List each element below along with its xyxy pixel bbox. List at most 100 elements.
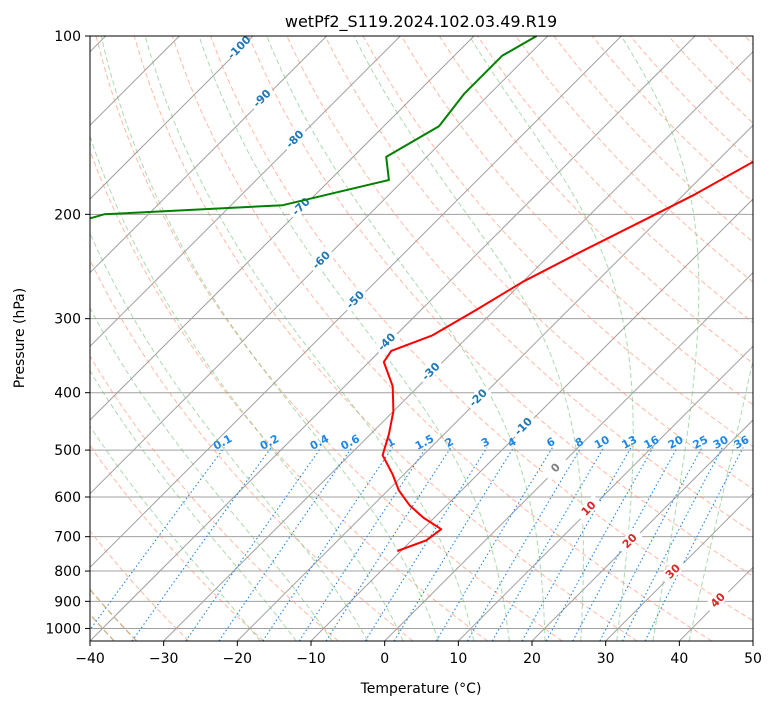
- moist-adiabat: [90, 231, 369, 641]
- y-axis-label: Pressure (hPa): [12, 288, 28, 388]
- isotherm-label-bg: [225, 36, 253, 61]
- isotherm-label-bg: [616, 527, 643, 555]
- isotherm-label-bg: [574, 494, 602, 522]
- isotherm-gridline: [752, 640, 753, 641]
- dry-adiabat: [210, 36, 753, 622]
- moist-adiabat: [688, 357, 753, 641]
- dry-adiabat: [438, 36, 753, 365]
- mixing-ratio-line: [218, 447, 353, 641]
- mixing-ratio-line: [262, 447, 393, 641]
- y-tick-label: 800: [54, 564, 81, 580]
- isotherm-label-bg: [541, 454, 569, 481]
- y-tick-label: 100: [54, 29, 81, 45]
- dry-adiabat: [133, 36, 638, 641]
- x-axis-label: Temperature (°C): [360, 681, 482, 697]
- mixing-ratio-line: [644, 447, 744, 641]
- background-lines: [90, 36, 753, 641]
- mixing-ratio-line: [599, 447, 703, 641]
- isotherm-gridline: [90, 36, 475, 421]
- x-tick-label: 0: [380, 651, 389, 667]
- moist-adiabat: [144, 36, 475, 641]
- dry-adiabat: [90, 530, 190, 641]
- isotherm-gridline: [90, 36, 549, 495]
- x-axis: −40 −30 −20 −10 0 10 20 30 40 50: [75, 641, 762, 667]
- mixing-ratio-line: [491, 447, 605, 641]
- mixing-ratio-label: 10: [592, 433, 612, 452]
- mixing-ratio-labels: 0.1 0.2 0.4 0.6 1 1.5 2 3 4 6 8 10 13 16 20 25 30 36: [211, 432, 752, 453]
- mixing-ratio-line: [364, 447, 488, 641]
- dry-adiabat: [515, 36, 753, 283]
- x-tick-label: −30: [149, 651, 179, 667]
- plot-frame: [89, 35, 754, 642]
- mixing-ratio-label: 30: [711, 433, 731, 452]
- dry-adiabat: [90, 444, 264, 641]
- isotherm-label-bg: [372, 328, 400, 356]
- y-tick-label: 200: [54, 207, 81, 223]
- moist-adiabat: [90, 425, 261, 641]
- mixing-ratio-label: 16: [642, 433, 662, 452]
- x-tick-label: 50: [744, 651, 762, 667]
- mixing-ratio-label: 25: [691, 433, 711, 452]
- mixing-ratio-line: [467, 447, 582, 641]
- y-tick-label: 600: [54, 490, 81, 506]
- isotherm-label-bg: [704, 586, 732, 614]
- isotherm-label-bg: [341, 286, 369, 313]
- x-tick-label: 20: [523, 651, 541, 667]
- profiles: [90, 36, 753, 552]
- mixing-ratio-line: [393, 447, 515, 641]
- x-tick-label: −20: [223, 651, 253, 667]
- isotherm-label-bg: [509, 412, 537, 440]
- temperature-profile-line: [381, 160, 753, 552]
- moist-adiabat: [90, 134, 404, 641]
- mixing-ratio-line: [298, 447, 427, 641]
- isotherm-gridline: [90, 36, 328, 274]
- dry-adiabat: [324, 36, 753, 490]
- y-tick-label: 900: [54, 594, 81, 610]
- lcl-curve: [90, 588, 138, 641]
- mixing-ratio-line: [325, 447, 452, 641]
- isotherm-label: 0: [541, 454, 569, 481]
- dry-adiabat: [248, 36, 753, 577]
- moist-adiabat: [90, 307, 333, 641]
- x-tick-label: 10: [449, 651, 467, 667]
- dry-adiabat: [95, 36, 563, 641]
- dry-adiabat: [400, 36, 753, 406]
- isotherm-label-bg: [281, 125, 309, 153]
- isotherm-gridline: [236, 124, 753, 641]
- isotherm-label-bg: [248, 84, 276, 112]
- dry-adiabat: [90, 355, 339, 641]
- x-tick-label: 40: [670, 651, 688, 667]
- isotherm-gridline: [163, 50, 753, 641]
- isotherm-label-bg: [659, 557, 687, 585]
- isotherm-gridline: [605, 492, 753, 641]
- mixing-ratio-line: [621, 447, 723, 641]
- isotherm-gridline: [457, 345, 753, 641]
- y-axis: 100 200 300 400 500 600 700 800 900 1000: [45, 29, 90, 637]
- dry-adiabat: [90, 258, 414, 641]
- mixing-ratio-label: 36: [732, 433, 752, 452]
- moist-adiabat: [100, 36, 439, 641]
- y-tick-label: 300: [54, 312, 81, 328]
- isotherm-gridline: [90, 36, 622, 569]
- isotherm-label-bg: [464, 384, 492, 412]
- y-tick-label: 700: [54, 530, 81, 546]
- x-tick-label: −40: [75, 651, 105, 667]
- dry-adiabat: [171, 36, 712, 641]
- isotherm-gridline: [384, 271, 753, 641]
- y-tick-label: 500: [54, 443, 81, 459]
- mixing-ratio-line: [90, 447, 225, 631]
- chart-title: wetPf2_S119.2024.102.03.49.R19: [285, 12, 557, 32]
- isotherm-label-bg: [307, 246, 335, 274]
- moist-adiabat: [620, 36, 700, 641]
- moist-adiabat: [353, 36, 584, 641]
- mixing-ratio-line: [185, 447, 322, 641]
- dry-adiabat: [90, 149, 488, 641]
- x-tick-label: 30: [597, 651, 615, 667]
- isotherm-gridline: [90, 36, 254, 200]
- moist-adiabat: [266, 36, 546, 641]
- mixing-ratio-line: [572, 447, 678, 641]
- mixing-ratio-label: 20: [666, 433, 686, 452]
- mixing-ratio-label: 13: [620, 433, 640, 452]
- x-tick-label: −10: [296, 651, 326, 667]
